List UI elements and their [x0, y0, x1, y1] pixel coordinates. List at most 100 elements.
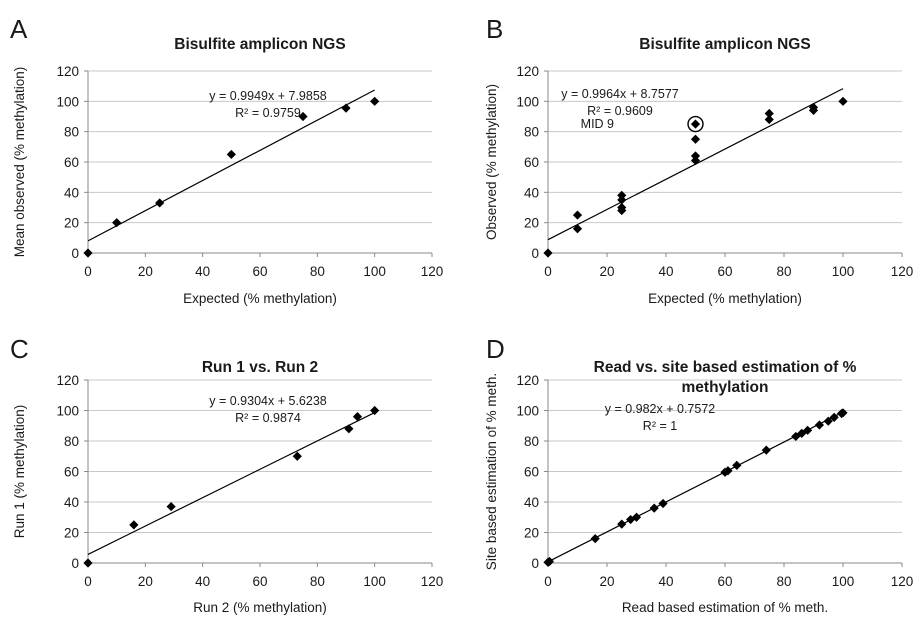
data-point [166, 501, 176, 512]
data-point [803, 425, 813, 435]
data-point [617, 205, 627, 216]
x-tick-label: 40 [195, 574, 210, 589]
trendline [87, 411, 375, 555]
data-point [344, 424, 354, 434]
data-point [155, 198, 165, 208]
chart-title: methylation [682, 379, 769, 396]
y-tick-label: 120 [56, 64, 79, 79]
y-tick-label: 60 [64, 155, 79, 170]
x-tick-label: 100 [832, 264, 855, 279]
data-point [764, 108, 774, 119]
regression-equation: y = 0.982x + 0.7572 [605, 402, 716, 416]
x-axis-label: Run 2 (% methylation) [193, 600, 327, 615]
data-point [543, 248, 553, 258]
y-tick-label: 120 [516, 373, 539, 388]
y-tick-label: 20 [64, 526, 79, 541]
y-tick-label: 80 [64, 125, 79, 140]
data-point [83, 248, 93, 258]
r-squared: R² = 1 [643, 419, 677, 433]
y-tick-label: 0 [71, 556, 79, 571]
highlight-circle [687, 115, 704, 133]
y-tick-label: 100 [516, 404, 539, 419]
data-point [352, 412, 363, 422]
point-annotation: MID 9 [581, 117, 614, 131]
x-tick-label: 120 [891, 264, 914, 279]
data-point [690, 155, 701, 166]
data-point [226, 149, 236, 160]
data-point [690, 119, 701, 129]
panel-a: A Bisulfite amplicon NGS 0 20 40 60 80 100 120 0 2… [10, 14, 443, 306]
regression-equation: y = 0.9304x + 5.6238 [209, 394, 327, 408]
data-point [808, 105, 819, 116]
regression-equation: y = 0.9964x + 8.7577 [561, 87, 679, 101]
y-tick-label: 20 [524, 526, 539, 541]
x-axis-label: Read based estimation of % meth. [622, 600, 828, 615]
x-tick-label: 60 [252, 264, 267, 279]
y-tick-label: 40 [64, 185, 79, 200]
x-tick-label: 0 [544, 264, 552, 279]
y-axis-label: Run 1 (% methylation) [12, 405, 27, 539]
y-tick-label: 120 [516, 64, 539, 79]
panel-d: D Read vs. site based estimation of % meth… [484, 334, 913, 615]
data-point [829, 412, 839, 422]
data-point [761, 445, 771, 455]
x-tick-label: 100 [363, 264, 386, 279]
y-tick-label: 100 [516, 94, 539, 109]
data-point [690, 134, 701, 144]
y-tick-label: 60 [64, 465, 79, 480]
trendline [87, 89, 375, 242]
data-point [631, 512, 642, 522]
data-point [723, 466, 733, 476]
x-tick-label: 100 [832, 574, 855, 589]
y-tick-label: 0 [531, 556, 539, 571]
x-tick-label: 60 [717, 264, 732, 279]
data-point [129, 520, 139, 530]
x-tick-label: 80 [310, 574, 325, 589]
y-tick-label: 0 [71, 246, 79, 261]
x-tick-label: 0 [84, 264, 92, 279]
x-tick-label: 20 [138, 574, 153, 589]
data-point [341, 103, 351, 113]
regression-equation: y = 0.9949x + 7.9858 [209, 89, 327, 103]
y-tick-label: 40 [524, 495, 539, 510]
data-point [814, 420, 824, 430]
data-point [649, 503, 659, 513]
x-tick-label: 0 [84, 574, 92, 589]
data-point [823, 416, 833, 426]
panel-letter: B [486, 14, 503, 44]
r-squared: R² = 0.9759 [235, 106, 301, 120]
data-point [626, 514, 636, 525]
y-tick-label: 60 [524, 465, 539, 480]
x-tick-label: 80 [776, 574, 791, 589]
data-point [838, 408, 848, 418]
panel-b: B Bisulfite amplicon NGS 0 20 40 60 80 100 120 0 2… [484, 14, 913, 306]
panel-letter: A [10, 14, 28, 44]
y-tick-label: 40 [64, 495, 79, 510]
x-tick-label: 80 [310, 264, 325, 279]
x-tick-label: 60 [252, 574, 267, 589]
panel-c: C Run 1 vs. Run 2 0 20 40 60 80 100 120 0 20 40 60 80… [10, 334, 443, 615]
panel-letter: C [10, 334, 29, 364]
data-point [838, 96, 848, 106]
y-tick-label: 0 [531, 246, 539, 261]
x-tick-label: 20 [138, 264, 153, 279]
data-point [112, 218, 122, 228]
data-point [791, 431, 801, 442]
y-tick-label: 100 [56, 94, 79, 109]
data-point [292, 451, 302, 461]
x-tick-label: 40 [658, 264, 673, 279]
y-tick-label: 80 [64, 434, 79, 449]
data-point [572, 224, 583, 234]
x-tick-label: 20 [599, 574, 614, 589]
data-point [764, 114, 774, 125]
x-tick-label: 40 [658, 574, 673, 589]
data-point [83, 558, 93, 568]
chart-title: Bisulfite amplicon NGS [639, 36, 810, 53]
r-squared: R² = 0.9874 [235, 411, 301, 425]
data-point [658, 498, 668, 509]
x-tick-label: 120 [891, 574, 914, 589]
x-tick-label: 100 [363, 574, 386, 589]
x-tick-label: 120 [421, 574, 444, 589]
chart-title: Read vs. site based estimation of % [594, 359, 857, 376]
x-tick-label: 80 [776, 264, 791, 279]
